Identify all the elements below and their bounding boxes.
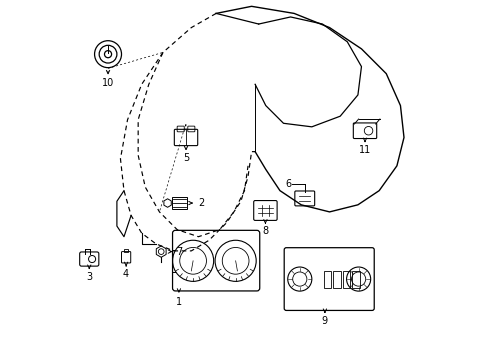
Bar <box>342 271 350 288</box>
Text: 9: 9 <box>321 316 327 326</box>
Bar <box>351 271 359 288</box>
Text: 7: 7 <box>176 247 183 257</box>
Bar <box>323 271 331 288</box>
Text: 3: 3 <box>86 272 92 282</box>
Bar <box>171 197 187 210</box>
Text: 6: 6 <box>285 179 290 189</box>
Text: 4: 4 <box>123 269 129 279</box>
Text: 8: 8 <box>262 226 268 237</box>
Text: 11: 11 <box>358 145 370 155</box>
Text: 2: 2 <box>198 198 204 208</box>
Bar <box>332 271 340 288</box>
Text: 5: 5 <box>183 153 189 163</box>
Bar <box>124 249 128 252</box>
Text: 1: 1 <box>176 297 182 307</box>
Text: 10: 10 <box>102 78 114 88</box>
